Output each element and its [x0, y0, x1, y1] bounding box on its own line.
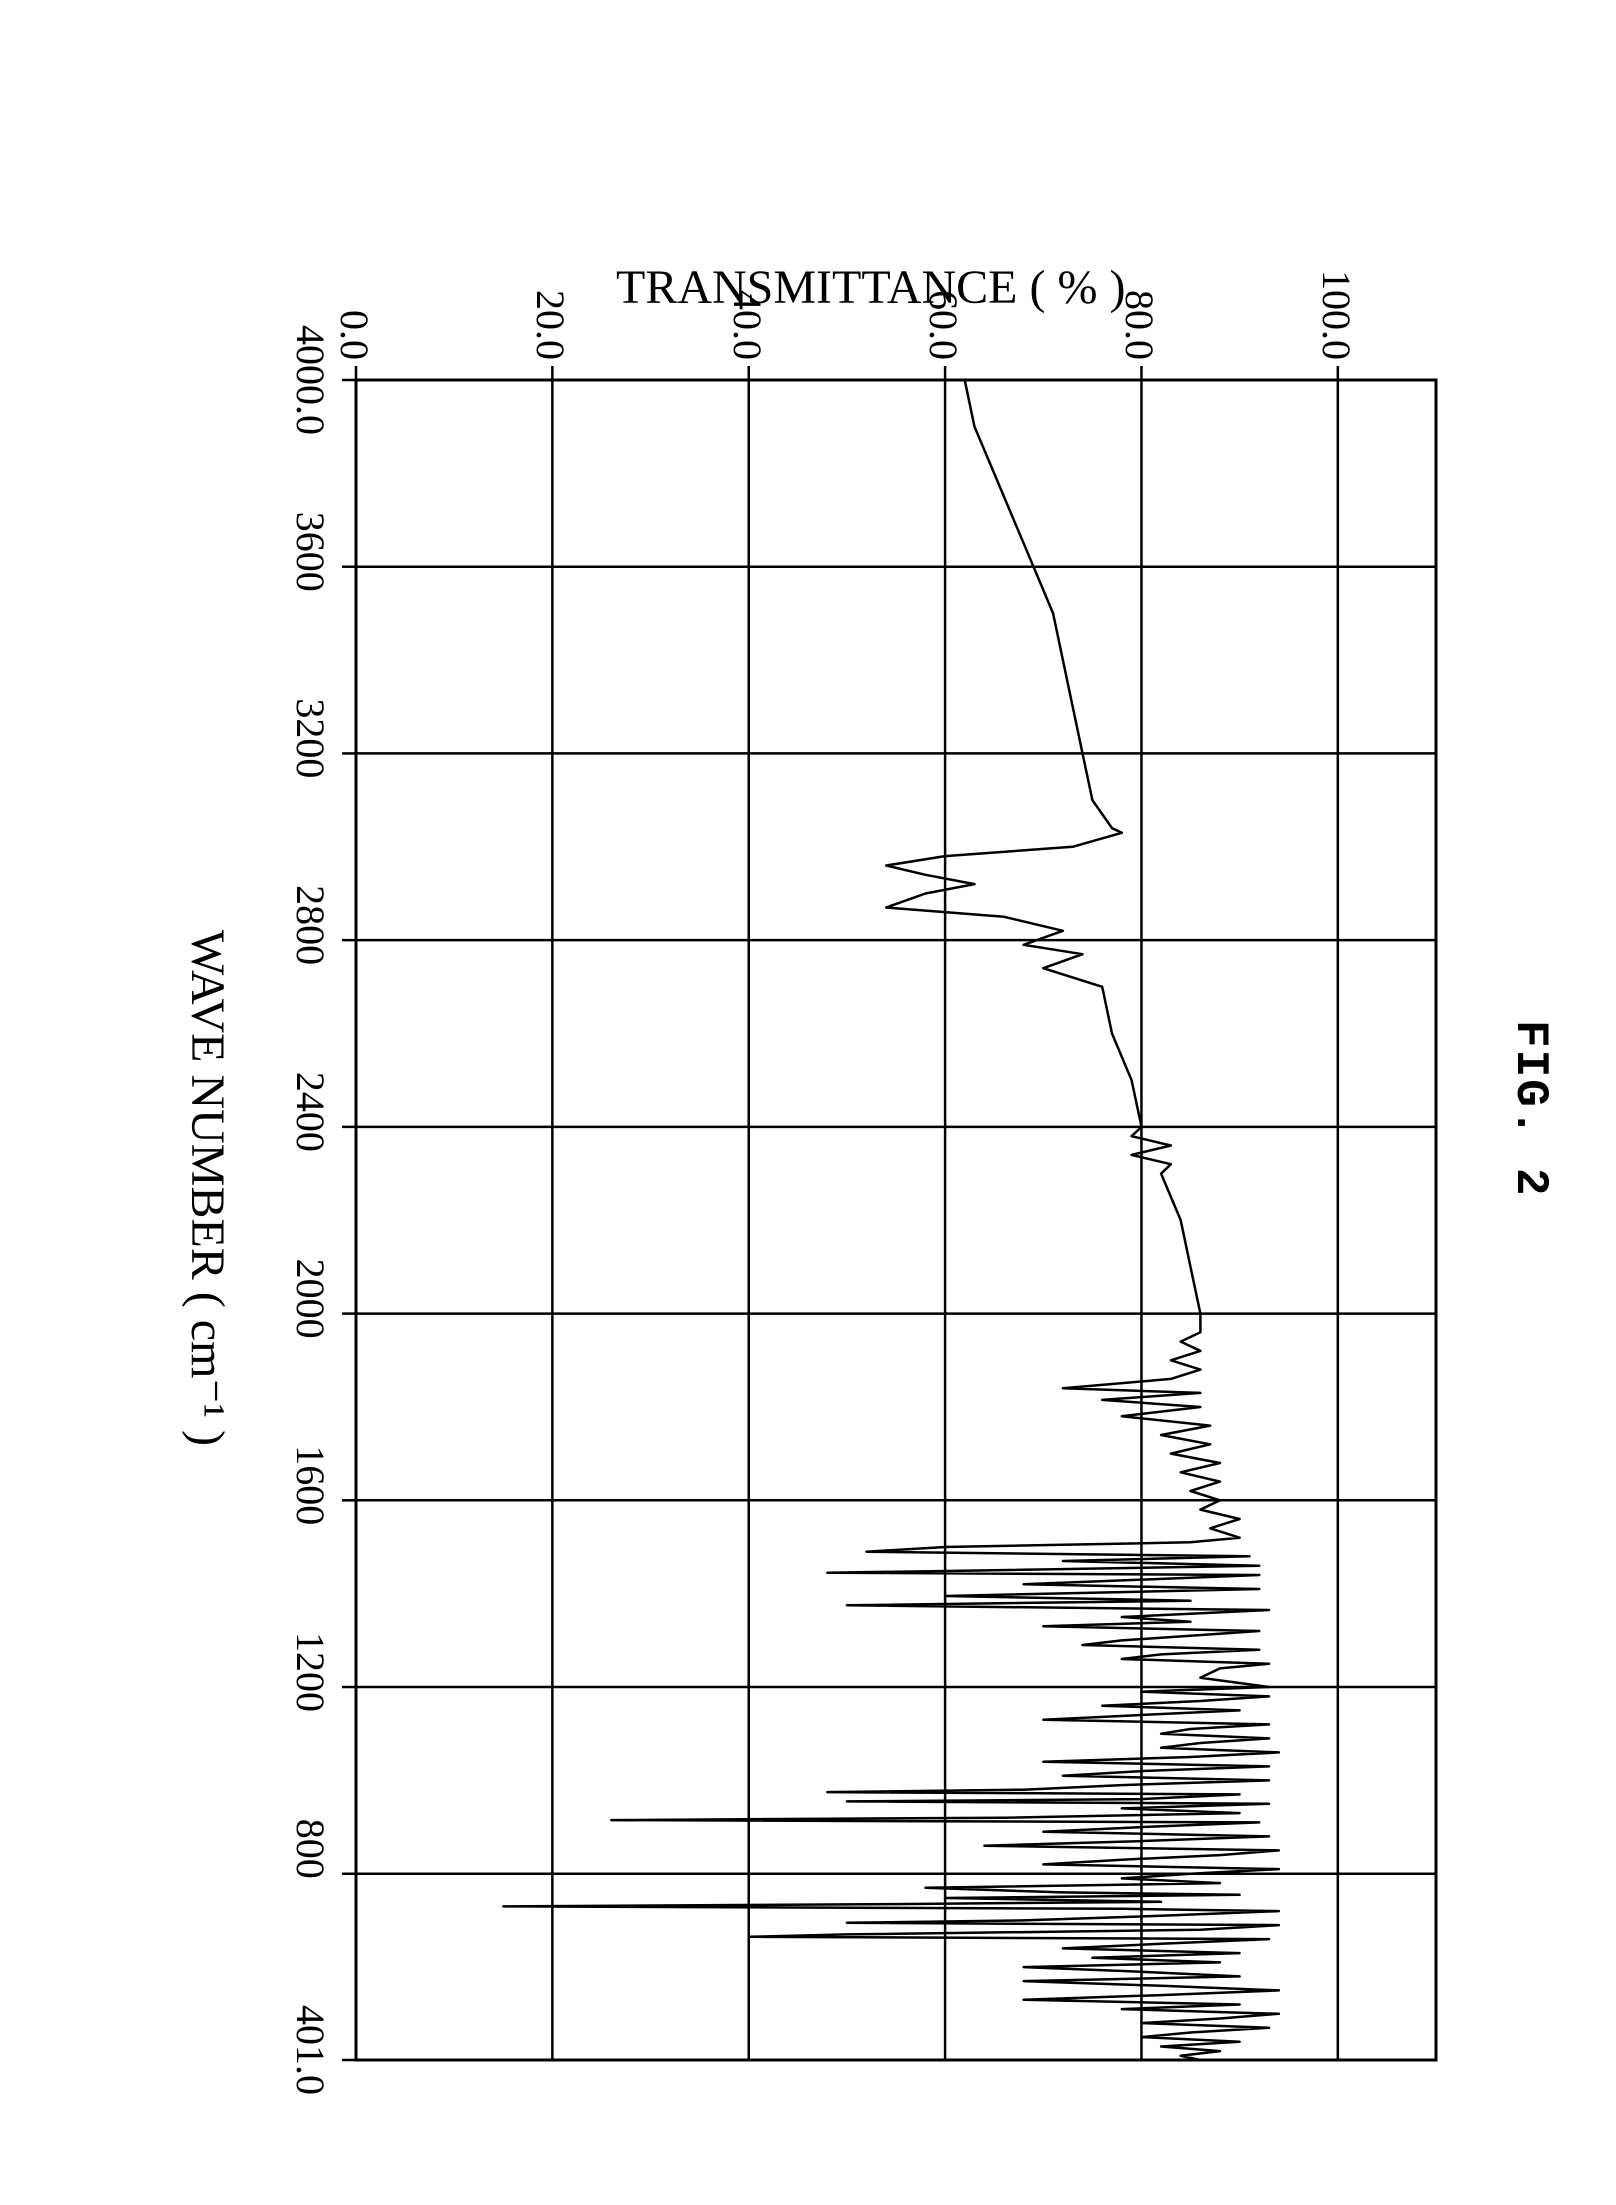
y-tick-label: 0.0 [331, 260, 378, 360]
x-tick-label: 401.0 [287, 2005, 334, 2095]
x-tick-label: 3600 [287, 512, 334, 592]
plot-border [356, 380, 1436, 2060]
spectrum-trace [503, 380, 1279, 2060]
x-tick-label: 2400 [287, 1072, 334, 1152]
x-axis-label: WAVE NUMBER ( cm⁻¹ ) [180, 930, 236, 1446]
y-tick-label: 100.0 [1313, 260, 1360, 360]
y-tick-label: 80.0 [1116, 260, 1163, 360]
rotated-page: FIG. 2 TRANSMITTANCE ( % ) WAVE NUMBER (… [0, 0, 1616, 1616]
y-tick-label: 20.0 [527, 260, 574, 360]
y-tick-label: 40.0 [724, 260, 771, 360]
x-tick-label: 1600 [287, 1445, 334, 1525]
x-tick-label: 2800 [287, 885, 334, 965]
x-tick-label: 3200 [287, 698, 334, 778]
x-tick-label: 2000 [287, 1259, 334, 1339]
x-tick-label: 1200 [287, 1632, 334, 1712]
y-tick-label: 60.0 [920, 260, 967, 360]
page-inner: FIG. 2 TRANSMITTANCE ( % ) WAVE NUMBER (… [0, 0, 1616, 2205]
x-tick-label: 800 [287, 1819, 334, 1879]
x-tick-label: 4000.0 [287, 325, 334, 435]
y-axis-label: TRANSMITTANCE ( % ) [616, 260, 1125, 315]
